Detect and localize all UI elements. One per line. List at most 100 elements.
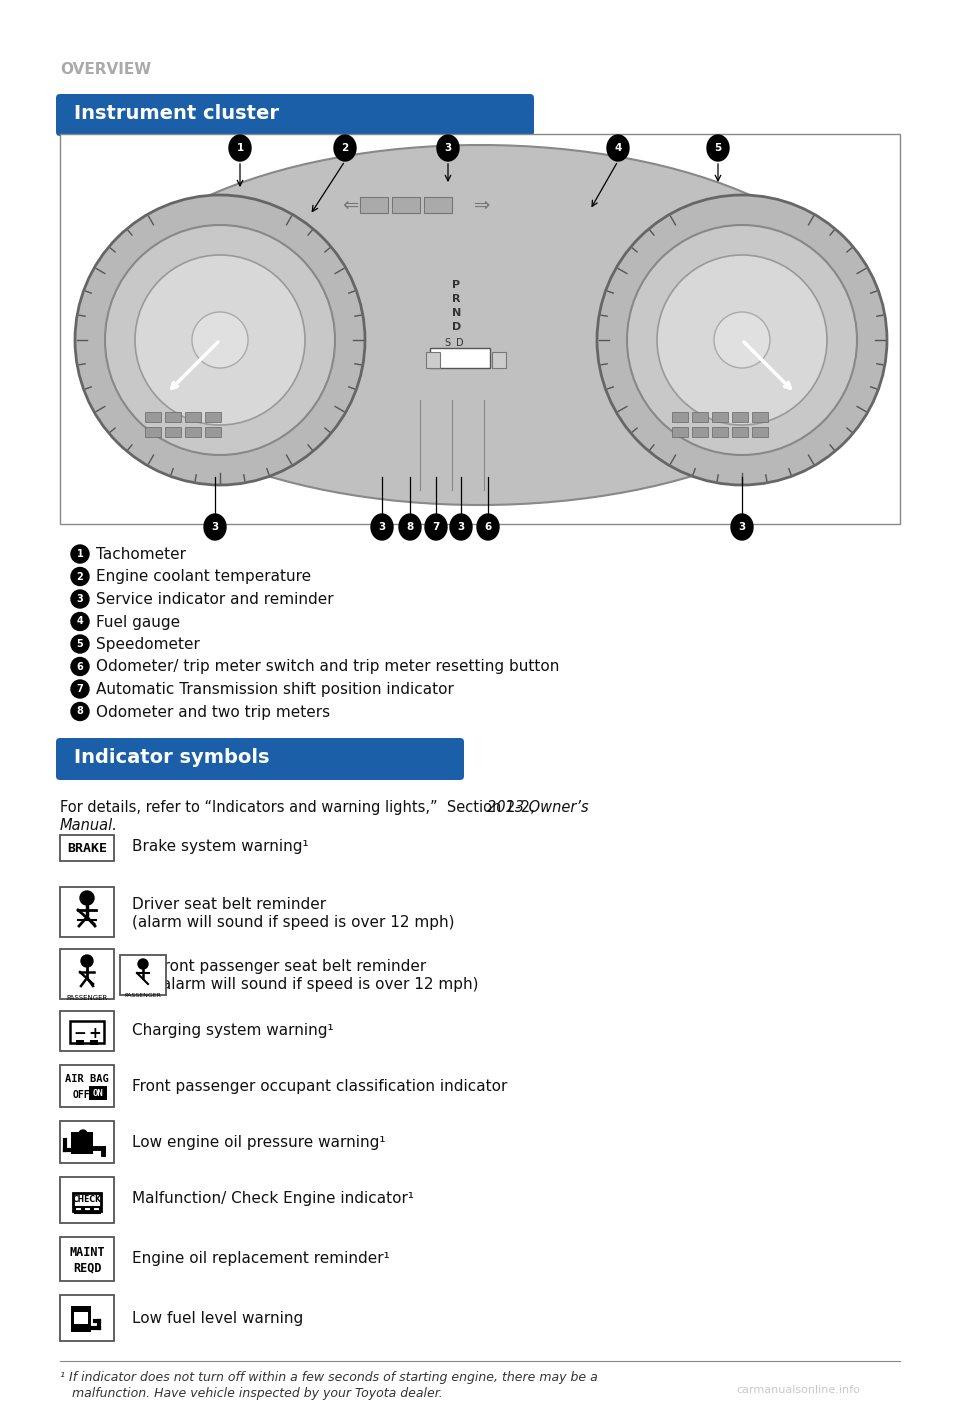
Circle shape [71,680,89,699]
Circle shape [81,955,93,967]
Ellipse shape [229,135,251,161]
Ellipse shape [204,513,226,540]
Text: ⇐: ⇐ [342,195,358,215]
Text: 6: 6 [485,522,492,532]
Bar [692,427,708,436]
Bar [424,196,452,213]
Ellipse shape [90,145,870,505]
Ellipse shape [437,135,459,161]
Text: ON: ON [92,1089,104,1097]
Text: 2013 Owner’s: 2013 Owner’s [487,800,588,815]
Bar [76,1040,84,1045]
Text: 8: 8 [77,707,84,717]
Bar [93,1207,100,1214]
Bar [185,412,201,422]
Text: (alarm will sound if speed is over 12 mph): (alarm will sound if speed is over 12 mp… [132,915,454,930]
FancyBboxPatch shape [56,94,534,136]
Circle shape [80,891,94,905]
FancyBboxPatch shape [56,738,464,780]
Bar [732,427,748,436]
Text: 7: 7 [432,522,440,532]
Bar [71,1306,91,1331]
Bar [392,196,420,213]
Bar [692,412,708,422]
Text: Low fuel level warning: Low fuel level warning [132,1310,303,1326]
Text: N: N [452,309,461,318]
Text: Engine coolant temperature: Engine coolant temperature [96,570,311,585]
Ellipse shape [477,513,499,540]
Bar [60,1177,114,1223]
Text: Brake system warning¹: Brake system warning¹ [132,839,308,854]
Ellipse shape [425,513,447,540]
Text: MAINT: MAINT [69,1246,105,1258]
Text: 5: 5 [77,638,84,650]
Text: 2: 2 [342,143,348,153]
Text: carmanualsonline.info: carmanualsonline.info [736,1385,860,1395]
Bar [205,412,221,422]
Ellipse shape [731,513,753,540]
Text: ¹ If indicator does not turn off within a few seconds of starting engine, there : ¹ If indicator does not turn off within … [60,1371,598,1383]
Text: AIR BAG: AIR BAG [65,1075,108,1085]
Text: OVERVIEW: OVERVIEW [60,62,151,77]
Bar [84,1207,91,1214]
Text: Engine oil replacement reminder¹: Engine oil replacement reminder¹ [132,1251,390,1266]
Text: D: D [452,323,461,333]
Bar [60,1065,114,1107]
Bar [74,1312,88,1324]
Text: 6: 6 [77,661,84,672]
Bar [672,427,688,436]
Text: 3: 3 [457,522,465,532]
Bar [360,196,388,213]
Bar [752,427,768,436]
Circle shape [135,255,305,425]
Text: 1: 1 [77,549,84,558]
Text: Driver seat belt reminder: Driver seat belt reminder [132,897,326,912]
Text: P: P [452,281,460,290]
Circle shape [75,195,365,485]
Text: S: S [444,338,450,348]
Bar [73,1193,101,1211]
Bar [145,427,161,436]
Text: PASSENGER: PASSENGER [125,993,161,998]
Text: Malfunction/ Check Engine indicator¹: Malfunction/ Check Engine indicator¹ [132,1191,414,1207]
Text: Front passenger seat belt reminder: Front passenger seat belt reminder [156,960,426,974]
Bar [165,427,181,436]
Text: −: − [74,1026,86,1041]
Text: 4: 4 [614,143,622,153]
Text: ⇒: ⇒ [474,195,491,215]
Text: Charging system warning¹: Charging system warning¹ [132,1023,334,1038]
Bar [712,412,728,422]
Text: Speedometer: Speedometer [96,637,200,652]
Bar [75,1207,82,1214]
Ellipse shape [607,135,629,161]
Ellipse shape [707,135,729,161]
Bar [60,1012,114,1051]
Text: 3: 3 [444,143,451,153]
Circle shape [627,224,857,455]
Circle shape [71,658,89,675]
Circle shape [71,567,89,585]
Text: Indicator symbols: Indicator symbols [74,748,270,767]
Text: Manual.: Manual. [60,818,118,833]
Bar [60,835,114,861]
Circle shape [597,195,887,485]
Text: For details, refer to “Indicators and warning lights,”  Section 2-2,: For details, refer to “Indicators and wa… [60,800,544,815]
Text: Instrument cluster: Instrument cluster [74,104,279,123]
Text: PASSENGER: PASSENGER [66,995,108,1000]
Text: malfunction. Have vehicle inspected by your Toyota dealer.: malfunction. Have vehicle inspected by y… [60,1388,443,1400]
Text: REQD: REQD [73,1261,101,1274]
Text: 3: 3 [738,522,746,532]
Text: Fuel gauge: Fuel gauge [96,615,180,630]
Text: 7: 7 [77,685,84,694]
Circle shape [138,960,148,969]
Text: Low engine oil pressure warning¹: Low engine oil pressure warning¹ [132,1135,386,1150]
Circle shape [714,311,770,368]
Text: Tachometer: Tachometer [96,547,186,563]
Text: Front passenger occupant classification indicator: Front passenger occupant classification … [132,1079,508,1094]
Ellipse shape [450,513,472,540]
Text: BRAKE: BRAKE [67,842,107,854]
Text: OFF: OFF [72,1090,90,1100]
Text: 3: 3 [211,522,219,532]
Bar [90,1040,98,1045]
Text: D: D [456,338,464,348]
